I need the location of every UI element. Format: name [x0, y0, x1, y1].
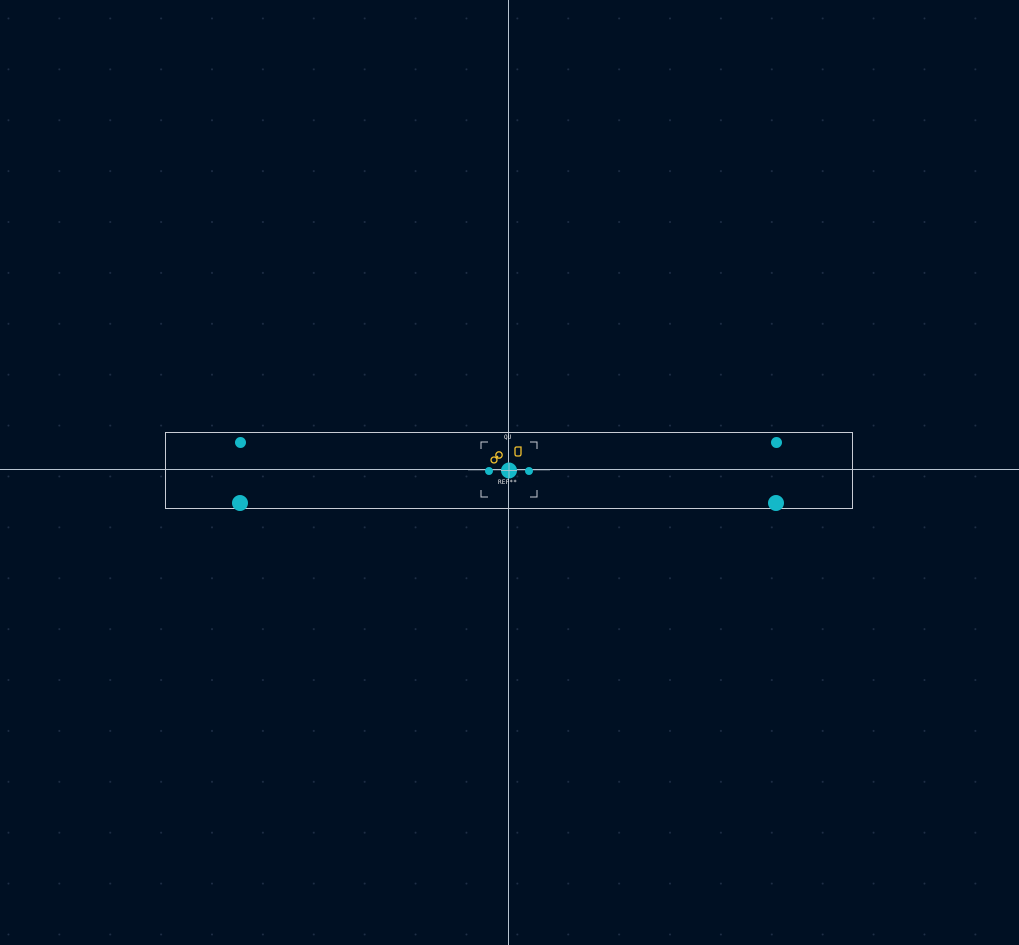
- footprint-reference-label[interactable]: REF**: [498, 479, 518, 486]
- mount-hole-top-right-icon[interactable]: [771, 437, 782, 448]
- silkscreen-graphics: [490, 446, 522, 464]
- board-edge-outline[interactable]: [165, 432, 853, 509]
- footprint-value-label[interactable]: QU: [504, 434, 512, 441]
- courtyard-brackets: [480, 441, 538, 498]
- footprint-graphics: [468, 441, 550, 498]
- mount-hole-bottom-left-icon[interactable]: [232, 495, 248, 511]
- mount-hole-top-left-icon[interactable]: [235, 437, 246, 448]
- mount-hole-bottom-right-icon[interactable]: [768, 495, 784, 511]
- component-footprint[interactable]: QU REF**: [468, 433, 550, 501]
